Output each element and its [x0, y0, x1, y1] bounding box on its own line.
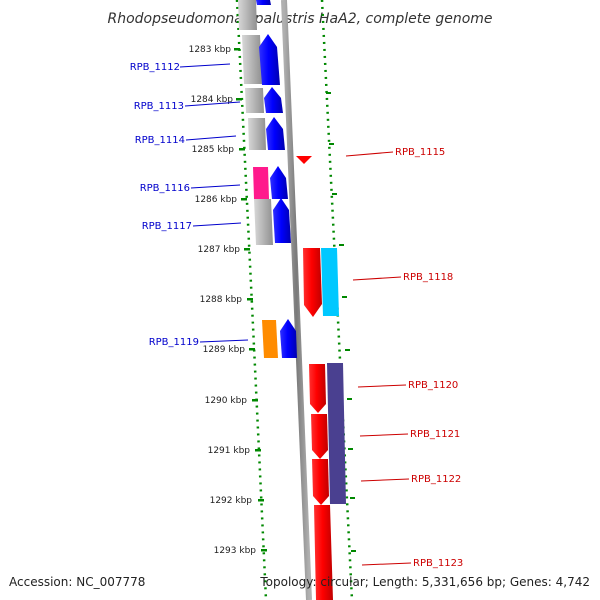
gene-arrow-rpb-1122: [312, 459, 329, 505]
tick-mark: [249, 348, 255, 351]
gene-label-rpb-1123: RPB_1123: [413, 558, 463, 569]
gene-label-rpb-1122: RPB_1122: [411, 474, 461, 485]
tick-label: 1292 kbp: [210, 496, 253, 506]
tick-mark: [236, 98, 242, 101]
genome-summary: Topology: circular; Length: 5,331,656 bp…: [259, 575, 590, 589]
gene-arrow-rpb-1112: [259, 34, 280, 85]
accession-label: Accession: NC_007778: [9, 575, 145, 589]
tick-label: 1284 kbp: [191, 95, 234, 105]
tick-mark: [234, 48, 240, 51]
tick-mark: [244, 248, 250, 251]
gene-label-rpb-1117: RPB_1117: [142, 221, 192, 232]
forward-label-leaders: [179, 63, 249, 343]
reverse-genes: [296, 156, 346, 600]
tick-label: 1288 kbp: [200, 295, 243, 305]
tick-label: 1289 kbp: [203, 345, 246, 355]
tick-label: 1291 kbp: [208, 446, 251, 456]
tick-mark: [247, 298, 253, 301]
cog-block-orange: [262, 320, 278, 358]
tick-mark: [255, 449, 261, 452]
cog-track: [238, 0, 278, 358]
tick-marks: [234, 48, 267, 552]
inner-dotted-ring: [235, 0, 268, 600]
tick-label: 1286 kbp: [195, 195, 238, 205]
gene-arrow-rpb-1114: [266, 117, 285, 150]
gene-arrow-rpb-1120: [309, 364, 326, 413]
map-title: Rhodopseudomonas palustris HaA2, complet…: [107, 11, 492, 27]
gene-label-rpb-1113: RPB_1113: [134, 101, 184, 112]
tick-label: 1285 kbp: [192, 145, 235, 155]
cog-block: [245, 88, 264, 113]
cog-block: [248, 118, 266, 150]
gene-label-rpb-1116: RPB_1116: [140, 183, 190, 194]
gene-arrow-rpb-1113: [264, 87, 283, 113]
gene-arrow-rpb-1121: [311, 414, 328, 459]
gene-label-rpb-1115: RPB_1115: [395, 147, 445, 158]
gene-arrow-rpb-1117: [273, 198, 291, 243]
tick-mark: [239, 148, 245, 151]
gene-arrow-rpb-1123: [314, 505, 333, 600]
gene-label-rpb-1112: RPB_1112: [130, 62, 180, 73]
tick-mark: [252, 399, 258, 402]
gene-arrow-rpb-1115: [296, 156, 312, 164]
reverse-label-leaders: [345, 151, 412, 566]
cog-block-purple: [327, 363, 346, 504]
tick-mark: [261, 549, 267, 552]
gene-label-rpb-1119: RPB_1119: [149, 337, 199, 348]
gene-arrow-rpb-1119: [280, 319, 297, 358]
cog-block: [254, 199, 273, 245]
outer-dotted-ring: [320, 0, 354, 600]
gene-arrow: [256, 0, 271, 5]
tick-label: 1293 kbp: [214, 546, 257, 556]
cog-block: [242, 35, 262, 84]
gene-label-rpb-1120: RPB_1120: [408, 380, 458, 391]
tick-label: 1287 kbp: [198, 245, 241, 255]
tick-label: 1290 kbp: [205, 396, 248, 406]
tick-mark: [241, 198, 247, 201]
genome-backbone: [281, 0, 312, 600]
tick-mark: [258, 499, 264, 502]
tick-label: 1283 kbp: [189, 45, 232, 55]
cog-block-pink: [253, 167, 269, 199]
cog-block-cyan: [321, 248, 339, 316]
gene-arrow-rpb-1116: [270, 166, 288, 199]
gene-label-rpb-1118: RPB_1118: [403, 272, 453, 283]
cog-block: [238, 0, 257, 30]
gene-arrow-rpb-1118: [303, 248, 322, 317]
outer-tick-marks: [326, 92, 356, 552]
forward-genes: [256, 0, 297, 358]
gene-label-rpb-1114: RPB_1114: [135, 135, 185, 146]
gene-label-rpb-1121: RPB_1121: [410, 429, 460, 440]
